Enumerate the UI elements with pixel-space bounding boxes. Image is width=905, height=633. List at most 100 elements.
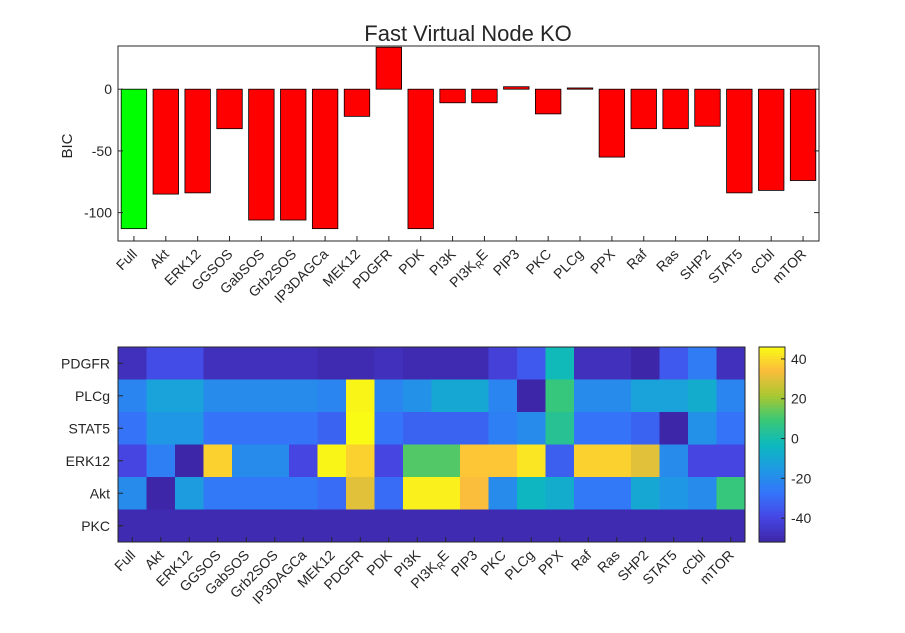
heatmap-cell xyxy=(289,412,318,445)
colorbar-segment xyxy=(759,468,785,473)
heatmap-cell xyxy=(175,379,204,413)
colorbar-segment xyxy=(759,450,785,455)
heatmap-cells xyxy=(117,346,746,543)
colorbar-segment xyxy=(759,423,785,427)
bar xyxy=(758,88,785,191)
y-tick-label: PKC xyxy=(81,518,110,534)
colorbar-segment xyxy=(759,456,785,461)
colorbar-tick-label: 20 xyxy=(791,391,807,407)
x-tick-label: Raf xyxy=(623,246,650,273)
colorbar-segment xyxy=(759,417,785,421)
x-tick-label: Full xyxy=(111,547,138,574)
colorbar-segment xyxy=(759,380,785,385)
heatmap-cell xyxy=(232,379,261,413)
heatmap-cell xyxy=(203,412,233,445)
bar xyxy=(789,88,817,181)
heatmap-cell xyxy=(175,347,204,380)
y-tick-label: -50 xyxy=(92,143,112,159)
heatmap-cell xyxy=(403,412,432,445)
heatmap-cell xyxy=(659,477,689,510)
heatmap-cell xyxy=(232,347,261,380)
colorbar-segment xyxy=(759,426,785,430)
heatmap-cell xyxy=(175,444,204,478)
heatmap-cell xyxy=(517,477,546,510)
colorbar-segment xyxy=(759,484,785,488)
heatmap-cell xyxy=(346,477,375,510)
x-tick-label: mTOR xyxy=(769,246,809,286)
colorbar-segment xyxy=(759,496,785,500)
heatmap-cell xyxy=(488,412,518,445)
y-axis-label: BIC xyxy=(59,133,76,158)
heatmap-cell xyxy=(260,379,290,413)
heatmap-cell xyxy=(631,444,660,478)
heatmap-cell xyxy=(488,477,518,510)
colorbar-segment xyxy=(759,447,785,452)
heatmap-cell xyxy=(403,444,432,478)
x-tick-label: PIP3 xyxy=(490,246,523,279)
heatmap-y-axis-ticks: PDGFR PLCg STAT5 ERK12 Akt PKC xyxy=(61,355,123,534)
heatmap-cell xyxy=(688,477,717,510)
colorbar-segment xyxy=(759,432,785,436)
heatmap-cell xyxy=(460,347,489,380)
colorbar-box xyxy=(758,346,786,543)
heatmap-cell xyxy=(289,379,318,413)
heatmap-cell xyxy=(175,477,204,510)
colorbar-segment xyxy=(759,359,785,363)
heatmap-cell xyxy=(517,347,546,380)
colorbar-segment xyxy=(759,499,785,503)
heatmap-cell xyxy=(403,347,432,380)
colorbar-segment xyxy=(759,453,785,458)
heatmap-cell xyxy=(346,444,375,478)
heatmap-cell xyxy=(602,444,632,478)
bar xyxy=(407,88,434,230)
colorbar-segment xyxy=(759,487,785,491)
colorbar-segment xyxy=(759,523,785,528)
heatmap-cell xyxy=(545,444,575,478)
colorbar-segment xyxy=(759,493,785,497)
colorbar-segment xyxy=(759,362,785,366)
bar xyxy=(503,86,530,90)
bar xyxy=(566,87,594,90)
y-tick-label: ERK12 xyxy=(66,453,111,469)
colorbar-segment xyxy=(759,407,785,412)
heatmap-cell xyxy=(545,412,575,445)
heatmap-cell xyxy=(260,477,290,510)
colorbar-segment xyxy=(759,353,785,357)
heatmap-cell xyxy=(659,347,689,380)
colorbar-segment xyxy=(759,490,785,494)
bar xyxy=(662,88,689,130)
colorbar-segment xyxy=(759,474,785,479)
colorbar-segment xyxy=(759,383,785,388)
colorbar-segment xyxy=(759,410,785,415)
x-tick-label: PDK xyxy=(395,245,427,277)
heatmap-cell xyxy=(232,412,261,445)
heatmap-cell xyxy=(146,412,176,445)
bar xyxy=(598,88,626,158)
colorbar-segment xyxy=(759,404,785,409)
colorbar-segment xyxy=(759,508,785,513)
heatmap-cell xyxy=(374,347,404,380)
x-tick-label: PLCg xyxy=(550,246,586,282)
colorbar-segment xyxy=(759,459,785,464)
heatmap-cell xyxy=(431,379,461,413)
bar xyxy=(630,88,657,130)
colorbar-segment xyxy=(759,535,785,540)
colorbar-tick-label: 40 xyxy=(791,351,807,367)
colorbar-segment xyxy=(759,392,785,397)
heatmap-cell xyxy=(631,379,660,413)
colorbar: 40 20 0 -20 -40 xyxy=(758,346,811,543)
y-tick-label: STAT5 xyxy=(69,420,111,436)
heatmap-cell xyxy=(488,347,518,380)
heatmap-cell xyxy=(574,444,603,478)
bar xyxy=(248,88,275,221)
heatmap-cell xyxy=(631,347,660,380)
heatmap-cell xyxy=(517,444,546,478)
colorbar-segment xyxy=(759,356,785,360)
heatmap-cell xyxy=(688,347,717,380)
heatmap-cell xyxy=(317,412,347,445)
bar xyxy=(311,88,339,230)
bar xyxy=(216,88,243,130)
heatmap-cell xyxy=(574,412,603,445)
heatmap-cell xyxy=(460,444,489,478)
